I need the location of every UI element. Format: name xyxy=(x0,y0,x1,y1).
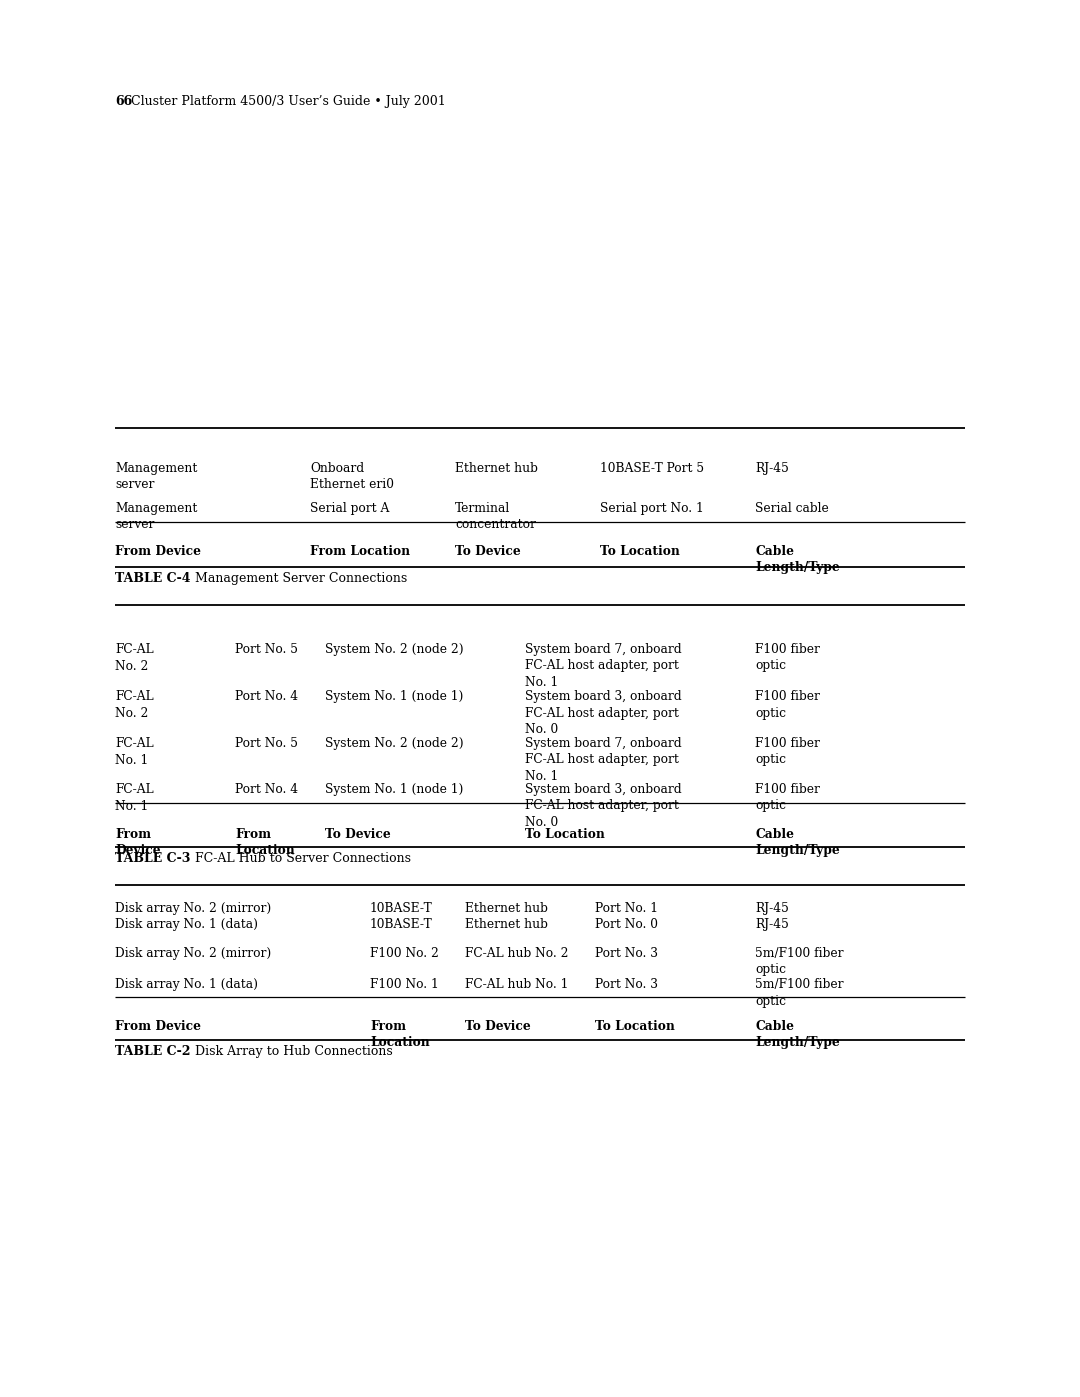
Text: Management Server Connections: Management Server Connections xyxy=(187,571,407,585)
Text: From Device: From Device xyxy=(114,1020,201,1032)
Text: 5m/F100 fiber
optic: 5m/F100 fiber optic xyxy=(755,978,843,1007)
Text: System board 7, onboard
FC-AL host adapter, port
No. 1: System board 7, onboard FC-AL host adapt… xyxy=(525,643,681,689)
Text: To Device: To Device xyxy=(455,545,521,557)
Text: Port No. 0: Port No. 0 xyxy=(595,918,658,930)
Text: FC-AL
No. 1: FC-AL No. 1 xyxy=(114,782,153,813)
Text: From
Location: From Location xyxy=(370,1020,430,1049)
Text: Port No. 5: Port No. 5 xyxy=(235,738,298,750)
Text: To Device: To Device xyxy=(325,828,391,841)
Text: Port No. 1: Port No. 1 xyxy=(595,902,658,915)
Text: Disk array No. 2 (mirror): Disk array No. 2 (mirror) xyxy=(114,947,271,960)
Text: Port No. 5: Port No. 5 xyxy=(235,643,298,657)
Text: Serial port A: Serial port A xyxy=(310,502,390,515)
Text: Ethernet hub: Ethernet hub xyxy=(465,918,548,930)
Text: F100 fiber
optic: F100 fiber optic xyxy=(755,643,820,672)
Text: FC-AL hub No. 1: FC-AL hub No. 1 xyxy=(465,978,568,990)
Text: 10BASE-T Port 5: 10BASE-T Port 5 xyxy=(600,462,704,475)
Text: RJ-45: RJ-45 xyxy=(755,462,788,475)
Text: Management
server: Management server xyxy=(114,502,198,531)
Text: Disk array No. 1 (data): Disk array No. 1 (data) xyxy=(114,978,258,990)
Text: Management
server: Management server xyxy=(114,462,198,492)
Text: To Location: To Location xyxy=(525,828,605,841)
Text: Cable
Length/Type: Cable Length/Type xyxy=(755,828,840,856)
Text: Disk array No. 1 (data): Disk array No. 1 (data) xyxy=(114,918,258,930)
Text: To Location: To Location xyxy=(595,1020,675,1032)
Text: 10BASE-T: 10BASE-T xyxy=(370,902,433,915)
Text: From
Location: From Location xyxy=(235,828,295,856)
Text: F100 No. 1: F100 No. 1 xyxy=(370,978,438,990)
Text: System No. 1 (node 1): System No. 1 (node 1) xyxy=(325,690,463,703)
Text: 66: 66 xyxy=(114,95,132,108)
Text: RJ-45: RJ-45 xyxy=(755,918,788,930)
Text: F100 fiber
optic: F100 fiber optic xyxy=(755,690,820,719)
Text: Serial cable: Serial cable xyxy=(755,502,828,515)
Text: System board 3, onboard
FC-AL host adapter, port
No. 0: System board 3, onboard FC-AL host adapt… xyxy=(525,690,681,736)
Text: Terminal
concentrator: Terminal concentrator xyxy=(455,502,536,531)
Text: Disk Array to Hub Connections: Disk Array to Hub Connections xyxy=(187,1045,393,1058)
Text: System board 3, onboard
FC-AL host adapter, port
No. 0: System board 3, onboard FC-AL host adapt… xyxy=(525,782,681,828)
Text: RJ-45: RJ-45 xyxy=(755,902,788,915)
Text: TABLE C-2: TABLE C-2 xyxy=(114,1045,190,1058)
Text: Port No. 4: Port No. 4 xyxy=(235,690,298,703)
Text: 10BASE-T: 10BASE-T xyxy=(370,918,433,930)
Text: F100 No. 2: F100 No. 2 xyxy=(370,947,438,960)
Text: System board 7, onboard
FC-AL host adapter, port
No. 1: System board 7, onboard FC-AL host adapt… xyxy=(525,738,681,782)
Text: System No. 2 (node 2): System No. 2 (node 2) xyxy=(325,643,463,657)
Text: TABLE C-4: TABLE C-4 xyxy=(114,571,190,585)
Text: FC-AL hub No. 2: FC-AL hub No. 2 xyxy=(465,947,568,960)
Text: Port No. 3: Port No. 3 xyxy=(595,978,658,990)
Text: Cable
Length/Type: Cable Length/Type xyxy=(755,545,840,574)
Text: Onboard
Ethernet eri0: Onboard Ethernet eri0 xyxy=(310,462,394,492)
Text: FC-AL
No. 2: FC-AL No. 2 xyxy=(114,690,153,719)
Text: 5m/F100 fiber
optic: 5m/F100 fiber optic xyxy=(755,947,843,977)
Text: Port No. 3: Port No. 3 xyxy=(595,947,658,960)
Text: FC-AL
No. 1: FC-AL No. 1 xyxy=(114,738,153,767)
Text: To Location: To Location xyxy=(600,545,680,557)
Text: Ethernet hub: Ethernet hub xyxy=(465,902,548,915)
Text: System No. 2 (node 2): System No. 2 (node 2) xyxy=(325,738,463,750)
Text: F100 fiber
optic: F100 fiber optic xyxy=(755,782,820,813)
Text: Cluster Platform 4500/3 User’s Guide • July 2001: Cluster Platform 4500/3 User’s Guide • J… xyxy=(114,95,446,108)
Text: Cable
Length/Type: Cable Length/Type xyxy=(755,1020,840,1049)
Text: From Location: From Location xyxy=(310,545,410,557)
Text: FC-AL
No. 2: FC-AL No. 2 xyxy=(114,643,153,672)
Text: Port No. 4: Port No. 4 xyxy=(235,782,298,796)
Text: To Device: To Device xyxy=(465,1020,530,1032)
Text: Serial port No. 1: Serial port No. 1 xyxy=(600,502,704,515)
Text: Ethernet hub: Ethernet hub xyxy=(455,462,538,475)
Text: TABLE C-3: TABLE C-3 xyxy=(114,852,190,865)
Text: Disk array No. 2 (mirror): Disk array No. 2 (mirror) xyxy=(114,902,271,915)
Text: FC-AL Hub to Server Connections: FC-AL Hub to Server Connections xyxy=(187,852,411,865)
Text: From
Device: From Device xyxy=(114,828,161,856)
Text: System No. 1 (node 1): System No. 1 (node 1) xyxy=(325,782,463,796)
Text: From Device: From Device xyxy=(114,545,201,557)
Text: F100 fiber
optic: F100 fiber optic xyxy=(755,738,820,767)
